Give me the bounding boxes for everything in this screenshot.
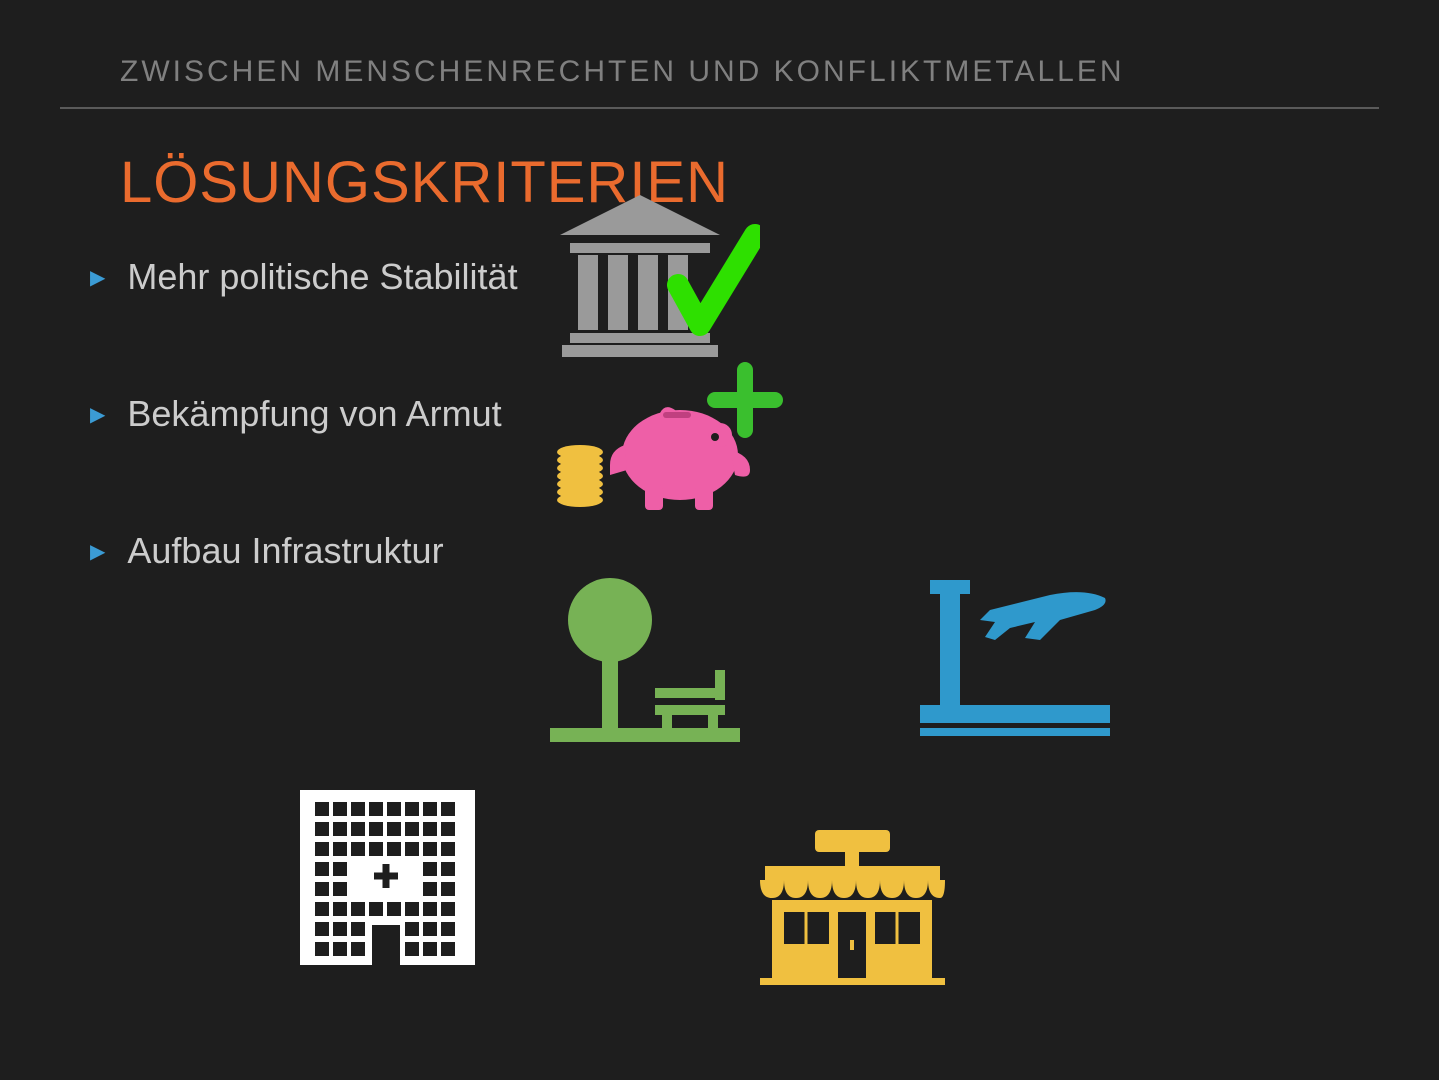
shop-icon (760, 830, 945, 990)
bullet-item: ▶ Aufbau Infrastruktur (90, 530, 1439, 572)
header-bar: ZWISCHEN MENSCHENRECHTEN UND KONFLIKTMET… (60, 0, 1379, 109)
piggy-bank-icon (555, 355, 785, 520)
bullet-arrow-icon: ▶ (90, 402, 105, 427)
bullet-arrow-icon: ▶ (90, 539, 105, 564)
bullet-item: ▶ Mehr politische Stabilität (90, 256, 1439, 298)
park-icon (550, 570, 740, 755)
bullet-text: Mehr politische Stabilität (127, 256, 517, 298)
airport-icon (920, 570, 1110, 745)
bullet-text: Aufbau Infrastruktur (127, 530, 443, 572)
page-title: LÖSUNGSKRITERIEN (120, 149, 1439, 216)
government-building-icon (560, 195, 760, 365)
bullet-arrow-icon: ▶ (90, 265, 105, 290)
hospital-icon (300, 790, 475, 970)
bullet-text: Bekämpfung von Armut (127, 393, 501, 435)
page-subtitle: ZWISCHEN MENSCHENRECHTEN UND KONFLIKTMET… (120, 55, 1319, 89)
